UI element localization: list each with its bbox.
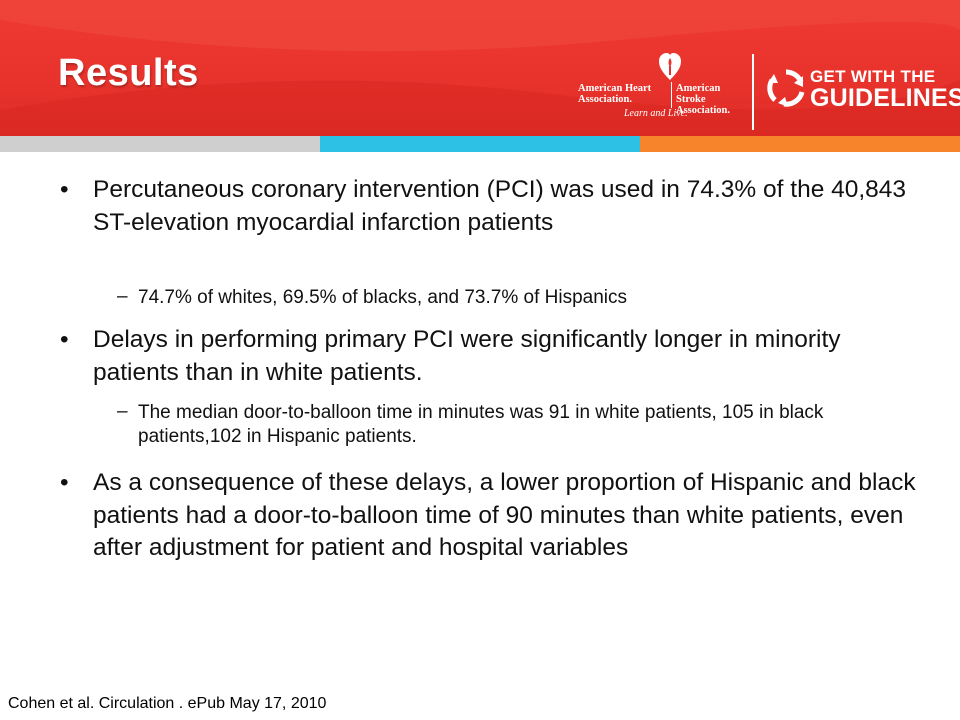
gwtg-logo: GET WITH THE GUIDELINES. (766, 64, 960, 114)
asa-name: American Stroke Association. (676, 83, 752, 116)
aha-asa-logo: American Heart Association. American Str… (572, 50, 752, 122)
bullet-marker: • (60, 326, 69, 353)
asa-name-line1: American Stroke (676, 83, 721, 105)
header-color-bar (0, 136, 960, 152)
color-bar-gray (0, 136, 320, 152)
bullet-marker: • (60, 176, 69, 203)
aha-name-line1: American Heart (578, 83, 652, 94)
bullet-marker: • (60, 469, 69, 496)
aha-name-line2: Association. (578, 94, 632, 105)
sub-bullet-dash: – (117, 286, 128, 307)
aha-tagline: Learn and Live. (624, 108, 688, 119)
circular-arrows-icon (767, 69, 805, 107)
logo-divider (752, 54, 754, 130)
citation: Cohen et al. Circulation . ePub May 17, … (8, 695, 327, 712)
sub-bullet-text: The median door-to-balloon time in minut… (138, 402, 824, 447)
gwtg-line2: GUIDELINES. (810, 84, 960, 112)
color-bar-orange (640, 136, 960, 152)
asa-name-line2: Association. (676, 105, 730, 116)
slide-header: Results American Heart Association. Amer… (0, 0, 960, 138)
color-bar-blue (320, 136, 640, 152)
bullet-text: As a consequence of these delays, a lowe… (93, 469, 916, 561)
bullet-text: Delays in performing primary PCI were si… (93, 326, 841, 386)
heart-torch-icon (659, 53, 681, 80)
aha-name: American Heart Association. (578, 83, 651, 105)
sub-bullet-dash: – (117, 401, 128, 422)
gwtg-wordmark: GET WITH THE GUIDELINES. (810, 67, 960, 112)
header-wave-decoration (0, 0, 960, 138)
gwtg-line1: GET WITH THE (810, 67, 936, 86)
slide-title: Results (58, 52, 199, 94)
bullet-text: Percutaneous coronary intervention (PCI)… (93, 176, 907, 236)
sub-bullet-text: 74.7% of whites, 69.5% of blacks, and 73… (138, 287, 627, 308)
aha-divider (671, 82, 672, 108)
